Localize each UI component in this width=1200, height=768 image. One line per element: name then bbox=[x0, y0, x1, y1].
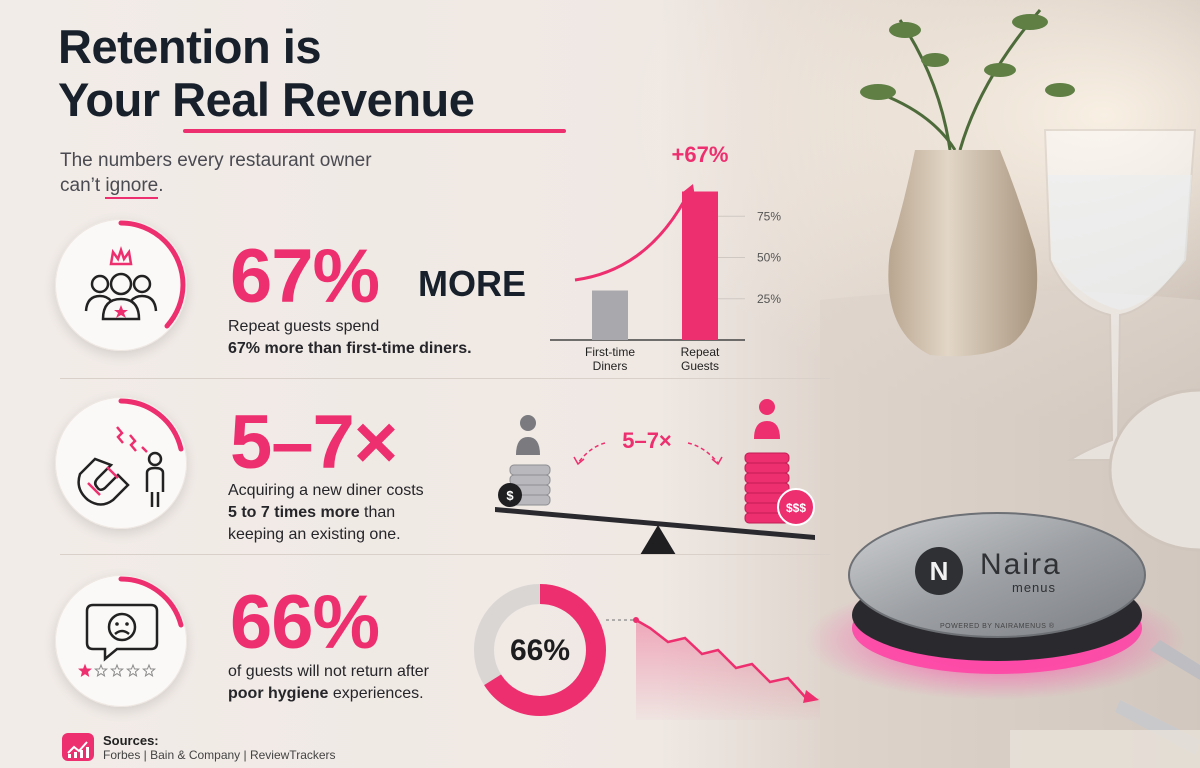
rating-star-icon bbox=[110, 663, 124, 678]
page-title: Retention is Your Real Revenue bbox=[58, 20, 475, 126]
donut-chart: 66% bbox=[474, 584, 820, 720]
device-brand: Naira bbox=[980, 548, 1062, 581]
stat-value-2: 5–7× bbox=[230, 400, 398, 485]
stat-circle-1 bbox=[55, 219, 187, 351]
crown-group-icon bbox=[84, 220, 186, 329]
x-tick-label: Repeat bbox=[681, 345, 720, 359]
scale-graphic: $ $$$ 5–7× bbox=[495, 399, 815, 555]
stat-circle-2 bbox=[55, 397, 187, 529]
y-tick-label: 75% bbox=[757, 209, 781, 223]
device-ring-text: POWERED BY NAIRAMENUS ® bbox=[940, 623, 1055, 630]
title-underline bbox=[183, 129, 566, 133]
donut-arc bbox=[474, 584, 606, 716]
chart-annotation: +67% bbox=[672, 142, 729, 167]
x-tick-label: Diners bbox=[593, 359, 628, 373]
dollars-coin-icon bbox=[777, 488, 815, 526]
rating-star-icon bbox=[78, 663, 92, 678]
stat-value-3: 66% bbox=[230, 580, 380, 665]
stat-value-1: 67% bbox=[230, 234, 380, 319]
dollar-coin-icon bbox=[498, 483, 522, 507]
stat-circle-3 bbox=[55, 575, 187, 707]
divider-1 bbox=[60, 378, 830, 379]
svg-text:$: $ bbox=[506, 488, 514, 503]
device-logo: N bbox=[915, 547, 963, 595]
growth-arrow bbox=[574, 189, 692, 282]
divider-2 bbox=[60, 554, 830, 555]
magnet-person-icon bbox=[77, 398, 184, 507]
stat-desc-1: Repeat guests spend 67% more than first-… bbox=[228, 318, 472, 357]
donut-label: 66% bbox=[510, 634, 570, 667]
stat-desc-2: Acquiring a new diner costs 5 to 7 times… bbox=[228, 482, 424, 543]
scale-label: 5–7× bbox=[622, 428, 672, 453]
rating-star-icon bbox=[142, 663, 156, 678]
x-tick-label: First-time bbox=[585, 345, 635, 359]
sources-list: Forbes | Bain & Company | ReviewTrackers bbox=[103, 748, 336, 762]
growth-arrow-head bbox=[683, 184, 695, 197]
bar-1 bbox=[592, 290, 628, 340]
sources-title: Sources: bbox=[103, 733, 159, 748]
stat-suffix-1: MORE bbox=[418, 263, 526, 304]
sad-chat-icon bbox=[78, 576, 184, 678]
subtitle-highlight: ignore bbox=[105, 175, 159, 196]
y-tick-label: 50% bbox=[757, 251, 781, 265]
bar-2 bbox=[682, 191, 718, 340]
sources-icon bbox=[62, 733, 94, 761]
page-subtitle: The numbers every restaurant owner can’t… bbox=[60, 150, 372, 196]
svg-text:$$$: $$$ bbox=[786, 501, 806, 515]
x-tick-label: Guests bbox=[681, 359, 719, 373]
y-tick-label: 25% bbox=[757, 292, 781, 306]
stat-desc-3: of guests will not return after poor hyg… bbox=[228, 663, 429, 702]
rating-star-icon bbox=[126, 663, 140, 678]
device-sub: menus bbox=[1012, 580, 1057, 595]
rating-star-icon bbox=[94, 663, 108, 678]
